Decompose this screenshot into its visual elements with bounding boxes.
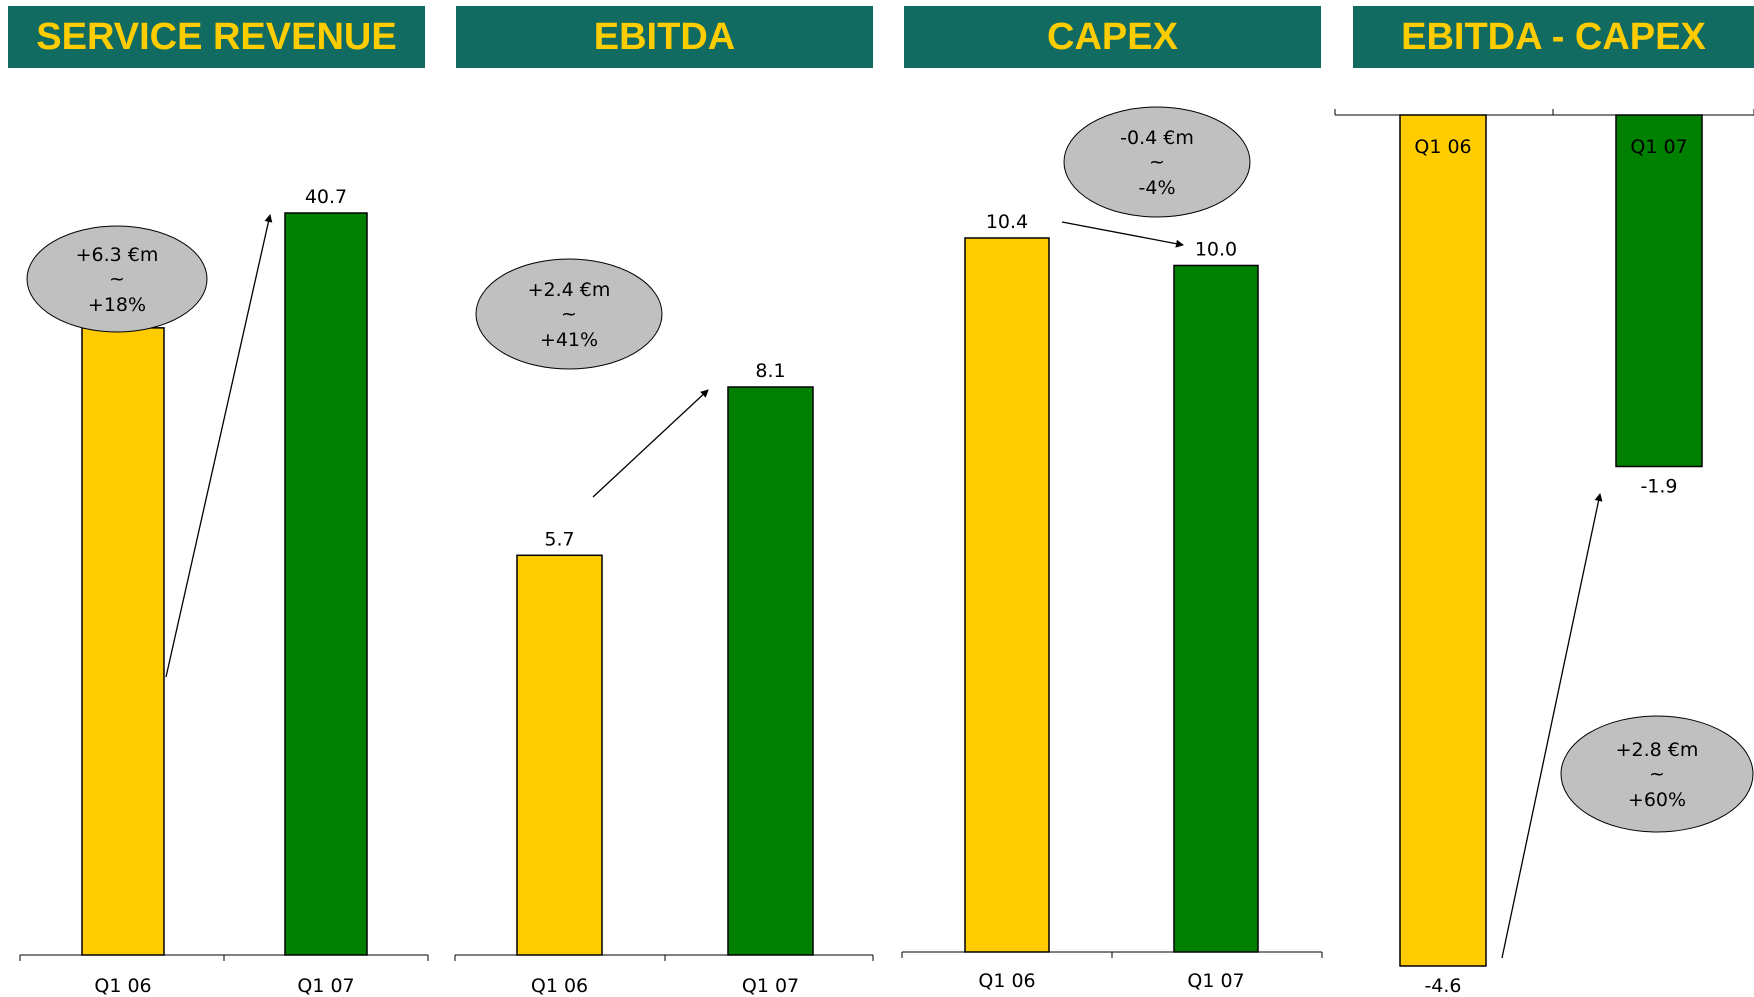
header-ebitda-capex: EBITDA - CAPEX xyxy=(1353,6,1754,68)
ebitda-capex-value-label-q1-06: -4.6 xyxy=(1424,975,1461,997)
header-ebitda: EBITDA xyxy=(456,6,873,68)
capex-change-bubble xyxy=(1063,106,1251,218)
capex-change-amount: -0.4 €m xyxy=(1120,127,1194,149)
ebitda-value-label-q1-06: 5.7 xyxy=(544,528,574,550)
ebitda-capex-value-label-q1-07: -1.9 xyxy=(1640,476,1677,498)
ebitda-bar-q1-06 xyxy=(516,554,603,956)
ebitda-change-amount: +2.4 €m xyxy=(528,279,611,301)
header-capex: CAPEX xyxy=(904,6,1321,68)
header-service-revenue: SERVICE REVENUE xyxy=(8,6,425,68)
ebitda-capex-category-label-q1-07: Q1 07 xyxy=(1630,136,1687,158)
ebitda-category-label-q1-06: Q1 06 xyxy=(531,975,588,997)
ebitda-category-label-q1-07: Q1 07 xyxy=(742,975,799,997)
capex-change-arrow xyxy=(1061,221,1184,248)
ebitda-capex-bar-q1-06 xyxy=(1399,114,1487,967)
service-revenue-change-tilde: ~ xyxy=(109,268,125,290)
capex-bar-q1-06 xyxy=(964,237,1050,953)
service-revenue-bar-q1-07 xyxy=(284,212,368,956)
ebitda-capex-category-label-q1-06: Q1 06 xyxy=(1414,136,1471,158)
service-revenue-change-percent: +18% xyxy=(88,294,146,316)
capex-value-label-q1-07: 10.0 xyxy=(1195,238,1237,260)
capex-category-label-q1-07: Q1 07 xyxy=(1187,970,1244,992)
ebitda-bar-q1-07 xyxy=(727,386,814,956)
capex-category-label-q1-06: Q1 06 xyxy=(978,970,1035,992)
ebitda-capex-change-amount: +2.8 €m xyxy=(1616,739,1699,761)
ebitda-change-bubble xyxy=(475,258,663,370)
ebitda-change-percent: +41% xyxy=(540,329,598,351)
ebitda-change-arrow xyxy=(592,389,709,498)
service-revenue-change-arrow xyxy=(165,214,273,678)
ebitda-change-tilde: ~ xyxy=(561,303,577,325)
capex-change-percent: -4% xyxy=(1139,177,1176,199)
ebitda-capex-bar-q1-07 xyxy=(1615,114,1703,468)
service-revenue-bar-q1-06 xyxy=(81,327,165,956)
ebitda-capex-change-bubble xyxy=(1560,715,1754,833)
capex-value-label-q1-06: 10.4 xyxy=(986,211,1028,233)
ebitda-capex-change-arrow xyxy=(1501,493,1603,959)
service-revenue-value-label-q1-07: 40.7 xyxy=(305,186,347,208)
service-revenue-change-bubble xyxy=(26,225,208,333)
capex-bar-q1-07 xyxy=(1173,264,1259,953)
ebitda-capex-change-tilde: ~ xyxy=(1649,763,1665,785)
service-revenue-category-label-q1-06: Q1 06 xyxy=(94,975,151,997)
ebitda-capex-change-percent: +60% xyxy=(1628,789,1686,811)
service-revenue-category-label-q1-07: Q1 07 xyxy=(297,975,354,997)
capex-change-tilde: ~ xyxy=(1149,151,1165,173)
ebitda-value-label-q1-07: 8.1 xyxy=(755,360,785,382)
service-revenue-change-amount: +6.3 €m xyxy=(76,244,159,266)
